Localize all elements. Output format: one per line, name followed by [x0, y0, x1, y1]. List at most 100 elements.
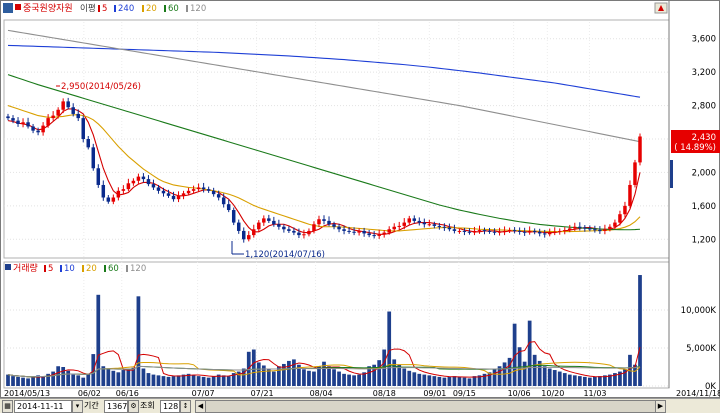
- volume-bar: [71, 374, 76, 386]
- candle-body: [552, 231, 557, 233]
- count-input[interactable]: 128: [160, 400, 180, 413]
- price-tick-label: 2,000: [692, 168, 716, 178]
- scroll-right-icon[interactable]: ▶: [655, 400, 666, 413]
- candle-body: [51, 115, 55, 119]
- volume-bar: [86, 373, 91, 386]
- candle-body: [41, 125, 45, 133]
- candle-body: [442, 226, 447, 228]
- ma-legend: 이평 5 240 20 60 120: [80, 3, 206, 14]
- volume-bar: [427, 375, 432, 386]
- x-tick-label: 06/16: [116, 389, 139, 398]
- candle-body: [171, 195, 176, 200]
- x-tick-label: 06/02: [78, 389, 101, 398]
- volume-bar: [136, 296, 141, 386]
- scroll-up-icon[interactable]: [654, 2, 668, 14]
- volume-bar: [638, 275, 642, 386]
- candle-body: [262, 218, 266, 223]
- candle-body: [432, 224, 437, 226]
- dropdown-arrow-icon[interactable]: ▾: [72, 400, 83, 413]
- volume-bar: [81, 377, 86, 386]
- volume-bar: [582, 376, 587, 386]
- price-tick-label: 3,200: [692, 68, 716, 78]
- date-input[interactable]: 2014-11-11: [14, 400, 72, 413]
- candle-body: [357, 230, 361, 233]
- volume-bar: [206, 377, 211, 386]
- volume-bar: [598, 376, 602, 386]
- candle-body: [367, 233, 371, 236]
- calendar-icon[interactable]: ▦: [2, 400, 13, 413]
- candle-body: [86, 139, 90, 148]
- volume-bar: [592, 376, 597, 386]
- settings-icon[interactable]: ⚙: [128, 400, 139, 413]
- candle-body: [196, 187, 201, 190]
- candle-body: [527, 230, 532, 233]
- ma-color-swatch: [98, 5, 100, 12]
- volume-ma-line-120: [7, 365, 641, 378]
- view-label[interactable]: 조회: [140, 401, 155, 410]
- candle-body: [618, 214, 622, 223]
- volume-bar: [542, 366, 547, 386]
- volume-bar: [297, 364, 301, 386]
- stock-name: 중국원양자원: [23, 3, 73, 14]
- ma-legend-label: 240: [118, 4, 134, 14]
- volume-bar: [492, 369, 497, 386]
- candle-body: [532, 230, 537, 232]
- horizontal-scrollbar[interactable]: [195, 400, 657, 413]
- volume-bar: [76, 375, 81, 386]
- candle-body: [226, 204, 231, 211]
- candle-body: [11, 118, 15, 121]
- x-tick-label: 10/20: [541, 389, 564, 398]
- volume-bar: [151, 374, 156, 386]
- volume-bar: [116, 372, 121, 386]
- volume-bar: [357, 374, 361, 386]
- x-tick-label: 08/18: [373, 389, 396, 398]
- volume-bar: [196, 376, 201, 386]
- candle-body: [402, 222, 406, 226]
- volume-bar: [21, 377, 25, 386]
- candle-body: [412, 218, 417, 221]
- volume-bar: [633, 364, 637, 386]
- volume-bar: [106, 368, 111, 386]
- volume-bar: [487, 372, 492, 386]
- scroll-left-icon[interactable]: ◀: [195, 400, 206, 413]
- volume-color-icon: [5, 264, 11, 270]
- price-panel[interactable]: [3, 19, 670, 259]
- volume-bar: [201, 376, 206, 386]
- candle-body: [151, 184, 156, 188]
- candle-body: [206, 189, 211, 191]
- volume-bar: [347, 374, 351, 386]
- volume-bar: [121, 370, 126, 386]
- ma-color-swatch: [126, 265, 128, 272]
- candle-body: [603, 229, 607, 231]
- candle-body: [487, 230, 492, 232]
- candle-body: [121, 189, 126, 191]
- volume-bar: [377, 360, 382, 386]
- candle-body: [497, 231, 502, 233]
- bottom-toolbar: ▦ 2014-11-11 ▾ 기간 1367 ⚙ 조회 128 ↕ ◀ ▶: [0, 398, 720, 413]
- ma-color-swatch: [60, 265, 62, 272]
- ma-legend-label: 5: [48, 264, 53, 274]
- candle-body: [166, 193, 171, 196]
- chart-icon[interactable]: [3, 3, 13, 13]
- price-tick-label: 3,600: [692, 35, 716, 45]
- ma-prefix: 이평: [80, 3, 96, 14]
- volume-bar: [41, 376, 45, 386]
- candle-body: [352, 231, 356, 233]
- volume-bar: [352, 375, 356, 386]
- candle-body: [292, 230, 296, 233]
- volume-bar: [447, 376, 452, 386]
- period-input[interactable]: 1367: [104, 400, 128, 413]
- volume-bar: [231, 373, 236, 386]
- candle-body: [267, 218, 271, 221]
- candle-body: [191, 189, 196, 191]
- candle-body: [176, 195, 181, 200]
- ma-legend-label: 10: [64, 264, 75, 274]
- x-tick-label: 2014/11/18: [676, 389, 720, 398]
- stepper-icon[interactable]: ↕: [180, 400, 191, 413]
- volume-bar: [156, 375, 161, 386]
- chart-canvas[interactable]: 3,6003,2002,8002,4002,0001,6001,20010,00…: [0, 0, 720, 398]
- volume-bar: [567, 374, 572, 386]
- volume-bar: [111, 370, 116, 386]
- candle-body: [502, 230, 507, 232]
- candle-body: [342, 229, 346, 231]
